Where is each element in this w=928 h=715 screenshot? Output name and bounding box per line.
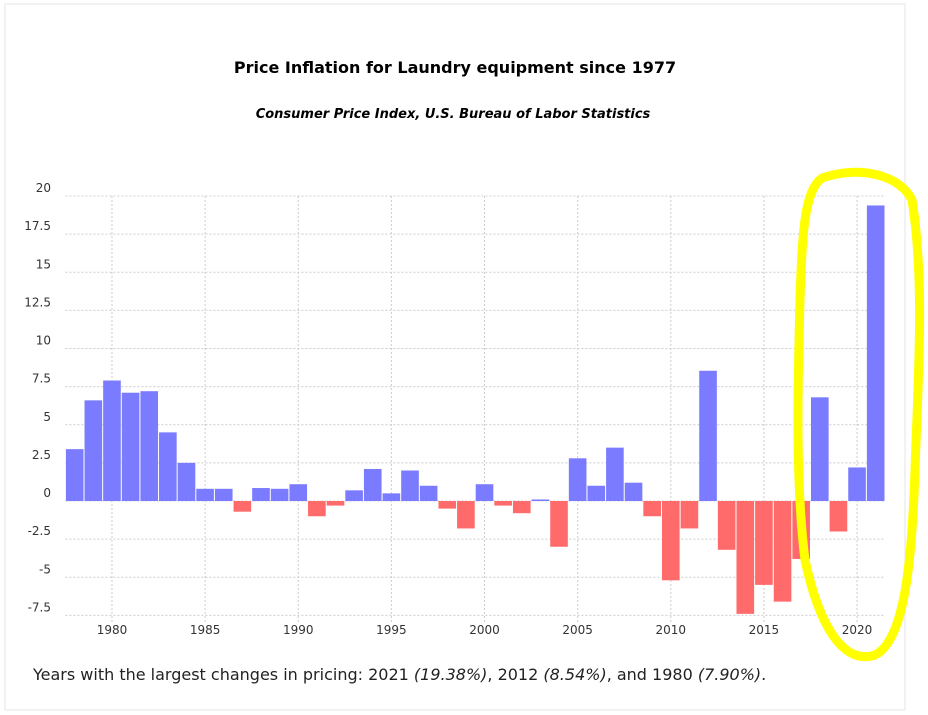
bar: [289, 484, 308, 501]
x-tick-label: 1990: [283, 623, 314, 637]
y-tick-label: -2.5: [28, 524, 51, 538]
y-tick-label: 7.5: [32, 372, 51, 386]
bar: [699, 370, 717, 501]
highlight-annotation: [793, 167, 925, 662]
y-tick-label: -5: [39, 562, 51, 576]
y-tick-label: 17.5: [24, 219, 51, 233]
bar: [65, 449, 84, 501]
y-tick-label: 10: [36, 334, 51, 348]
bar: [457, 501, 475, 529]
x-tick-label: 2015: [749, 623, 780, 637]
bar: [717, 501, 736, 550]
bar: [270, 488, 289, 501]
y-tick-label: 20: [36, 181, 51, 195]
bar: [550, 501, 568, 547]
bar: [233, 501, 252, 512]
bar: [810, 397, 829, 501]
bar: [568, 458, 587, 501]
y-tick-label: 0: [43, 486, 51, 500]
x-tick-label: 1985: [190, 623, 221, 637]
footnote-part: , and 1980: [607, 665, 698, 684]
footnote-part: Years with the largest changes in pricin…: [32, 665, 414, 684]
bar: [419, 485, 438, 501]
bar: [382, 493, 401, 501]
x-tick-label: 2020: [842, 623, 873, 637]
footnote: Years with the largest changes in pricin…: [32, 665, 766, 684]
bar: [680, 501, 699, 529]
footnote-part: (8.54%): [543, 665, 606, 684]
bar: [848, 467, 866, 501]
bar: [829, 501, 848, 532]
bar: [773, 501, 792, 602]
bar: [866, 205, 885, 501]
bar: [326, 501, 345, 506]
bar: [587, 485, 606, 501]
bar: [512, 501, 531, 514]
footnote-part: (19.38%): [414, 665, 488, 684]
bar: [214, 488, 233, 501]
bar: [345, 490, 363, 501]
bar: [438, 501, 457, 509]
bar: [308, 501, 326, 517]
bar: [401, 470, 419, 501]
bar: [140, 391, 159, 501]
x-tick-label: 2000: [469, 623, 500, 637]
x-tick-label: 2005: [562, 623, 593, 637]
x-tick-label: 1980: [97, 623, 128, 637]
bar: [177, 462, 196, 501]
bar: [661, 501, 680, 581]
bar: [624, 482, 643, 501]
y-tick-label: 15: [36, 257, 51, 271]
x-tick-label: 1995: [376, 623, 407, 637]
bar: [121, 392, 140, 501]
bar: [363, 468, 382, 501]
y-tick-label: -7.5: [28, 600, 51, 614]
bar: [159, 432, 177, 501]
chart-subtitle: Consumer Price Index, U.S. Bureau of Lab…: [256, 107, 651, 122]
footnote-part: .: [761, 665, 766, 684]
bar: [196, 488, 214, 501]
x-tick-label: 2010: [656, 623, 687, 637]
plot: 20 17.5 15 12.5 10 7.5 5 2.5 0 -2.5 -5 -7.5 1980 1985…: [24, 181, 885, 637]
bar: [643, 501, 661, 517]
chart-title: Price Inflation for Laundry equipment si…: [234, 58, 676, 77]
y-tick-label: 12.5: [24, 295, 51, 309]
bar: [494, 501, 512, 506]
bar: [84, 400, 103, 501]
y-tick-label: 2.5: [32, 448, 51, 462]
footnote-part: (7.90%): [698, 665, 761, 684]
bar: [103, 380, 121, 501]
footnote-part: , 2012: [487, 665, 543, 684]
bar: [531, 499, 550, 501]
bar: [252, 488, 270, 501]
y-tick-label: 5: [43, 410, 51, 424]
card: [4, 3, 906, 711]
bar: [755, 501, 773, 585]
bar: [736, 501, 755, 614]
bar: [606, 447, 624, 501]
bar: [475, 484, 494, 501]
